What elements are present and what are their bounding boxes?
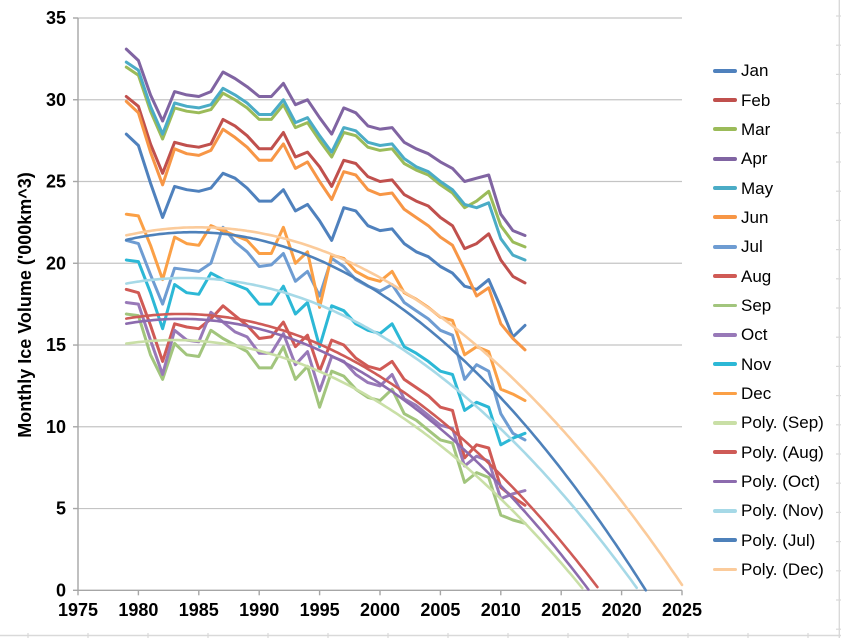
legend-label: Jun <box>741 207 769 227</box>
x-tick-label: 2020 <box>602 600 642 620</box>
legend-item: Jun <box>713 203 839 232</box>
series-line-feb <box>124 95 527 285</box>
x-tick-label: 1985 <box>179 600 219 620</box>
legend-item: Jul <box>713 232 839 261</box>
legend-swatch <box>713 98 737 102</box>
y-tick-label: 10 <box>46 417 66 437</box>
legend-label: Poly. (Jul) <box>741 530 816 550</box>
legend-label: Feb <box>741 90 771 110</box>
legend-swatch <box>713 362 737 366</box>
y-tick-label: 30 <box>46 90 66 110</box>
y-tick-label: 15 <box>46 335 66 355</box>
x-tick-label: 2010 <box>481 600 521 620</box>
legend-swatch <box>713 244 737 249</box>
legend-swatch <box>713 508 737 513</box>
legend-label: Aug <box>741 266 772 286</box>
series-line-mar <box>124 65 527 249</box>
legend-item: Poly. (Nov) <box>713 496 839 525</box>
legend-label: Apr <box>741 149 768 169</box>
x-tick-label: 2000 <box>360 600 400 620</box>
legend-label: Poly. (Dec) <box>741 560 824 580</box>
legend-swatch <box>713 538 737 543</box>
y-axis-title: Monthly Ice Volume ('000km^3) <box>15 172 35 438</box>
legend-label: Mar <box>741 119 771 139</box>
legend-label: Jan <box>741 61 769 81</box>
legend-swatch <box>713 391 737 396</box>
legend-label: Poly. (Aug) <box>741 442 824 462</box>
legend-item: Poly. (Aug) <box>713 437 839 466</box>
series-line-apr <box>124 47 527 237</box>
series-line-dec <box>124 212 527 403</box>
legend-label: Poly. (Sep) <box>741 413 824 433</box>
x-tick-label: 2015 <box>541 600 581 620</box>
trend-line-polysep <box>125 338 584 590</box>
x-tick-label: 1990 <box>239 600 279 620</box>
poly-trend-curves <box>125 226 684 592</box>
legend-label: Dec <box>741 383 772 403</box>
legend-swatch <box>713 479 737 484</box>
legend-item: Aug <box>713 261 839 290</box>
legend-label: Nov <box>741 354 772 374</box>
legend-item: Dec <box>713 379 839 408</box>
legend-item: May <box>713 173 839 202</box>
series-line-oct <box>124 301 527 501</box>
legend-label: Poly. (Oct) <box>741 471 821 491</box>
legend-item: Apr <box>713 144 839 173</box>
series-line-sep <box>124 312 527 525</box>
legend-label: Oct <box>741 325 768 345</box>
trend-line-polyoct <box>125 317 590 591</box>
legend-item: Nov <box>713 349 839 378</box>
y-tick-label: 5 <box>56 499 66 519</box>
legend-item: Sep <box>713 291 839 320</box>
legend-swatch <box>713 186 737 190</box>
legend-item: Poly. (Dec) <box>713 555 839 584</box>
legend-label: May <box>741 178 774 198</box>
legend-swatch <box>713 303 737 308</box>
trend-line-polyaug <box>125 312 599 589</box>
x-tick-label: 2025 <box>662 600 702 620</box>
legend-label: Poly. (Nov) <box>741 501 824 521</box>
legend-item: Oct <box>713 320 839 349</box>
x-tick-label: 1980 <box>118 600 158 620</box>
legend-item: Mar <box>713 115 839 144</box>
x-tick-label: 2005 <box>420 600 460 620</box>
legend-swatch <box>713 215 737 220</box>
trend-line-polyjul <box>125 230 648 592</box>
series-line-may <box>124 60 527 262</box>
legend-swatch <box>713 274 737 278</box>
legend: Jan Feb Mar Apr May Jun Jul Aug Sep Oct Nov Dec Poly… <box>713 56 839 584</box>
y-tick-label: 20 <box>46 253 66 273</box>
trend-line-polynov <box>125 276 639 590</box>
legend-swatch <box>713 156 737 161</box>
legend-swatch <box>713 567 737 572</box>
legend-label: Sep <box>741 295 772 315</box>
legend-label: Jul <box>741 237 763 257</box>
legend-item: Jan <box>713 56 839 85</box>
legend-swatch <box>713 332 737 337</box>
legend-swatch <box>713 127 737 132</box>
x-tick-label: 1995 <box>300 600 340 620</box>
trend-line-polydec <box>125 226 684 587</box>
series-line-jan <box>124 132 527 339</box>
legend-item: Poly. (Jul) <box>713 526 839 555</box>
legend-item: Poly. (Sep) <box>713 408 839 437</box>
series-line-jun <box>124 99 527 352</box>
legend-swatch <box>713 450 737 455</box>
y-tick-label: 35 <box>46 8 66 28</box>
x-tick-label: 1975 <box>58 600 98 620</box>
axes: 1975 1980 1985 1990 1995 2000 2005 2010 2015 2020… <box>46 8 702 620</box>
legend-swatch <box>713 68 737 73</box>
legend-item: Poly. (Oct) <box>713 467 839 496</box>
legend-swatch <box>713 420 737 425</box>
y-tick-label: 25 <box>46 172 66 192</box>
y-tick-label: 0 <box>56 580 66 600</box>
legend-item: Feb <box>713 85 839 114</box>
